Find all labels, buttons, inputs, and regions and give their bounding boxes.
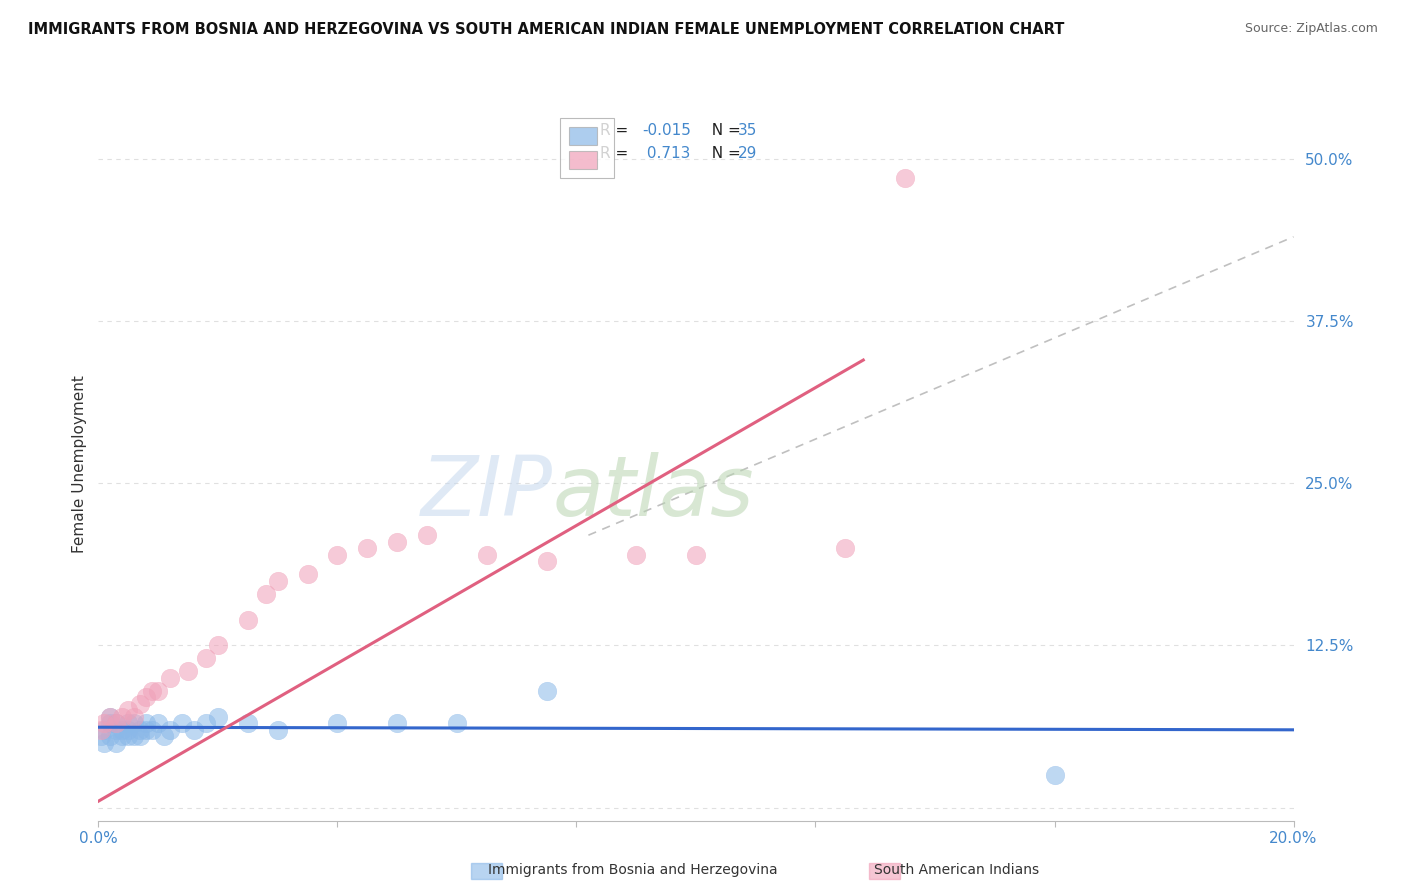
Text: R =: R = bbox=[600, 146, 634, 161]
Point bbox=[135, 723, 157, 737]
Point bbox=[124, 716, 146, 731]
Text: Immigrants from Bosnia and Herzegovina: Immigrants from Bosnia and Herzegovina bbox=[488, 863, 778, 877]
Text: 29: 29 bbox=[738, 146, 758, 161]
Point bbox=[183, 723, 205, 737]
Point bbox=[90, 729, 112, 743]
Point bbox=[93, 723, 115, 737]
Point bbox=[90, 723, 112, 737]
Point bbox=[111, 729, 134, 743]
Point bbox=[416, 528, 439, 542]
Text: N =: N = bbox=[702, 123, 745, 137]
Point bbox=[141, 684, 163, 698]
Point bbox=[141, 723, 163, 737]
Point bbox=[135, 716, 157, 731]
Point bbox=[124, 710, 146, 724]
Text: -0.015: -0.015 bbox=[643, 123, 692, 137]
Text: 0.713: 0.713 bbox=[643, 146, 690, 161]
Text: R =: R = bbox=[600, 123, 634, 137]
Text: ZIP: ZIP bbox=[420, 452, 553, 533]
Point bbox=[148, 684, 170, 698]
Point bbox=[98, 729, 122, 743]
Text: 35: 35 bbox=[738, 123, 758, 137]
Point bbox=[98, 710, 122, 724]
Point bbox=[624, 548, 647, 562]
Text: Source: ZipAtlas.com: Source: ZipAtlas.com bbox=[1244, 22, 1378, 36]
Text: IMMIGRANTS FROM BOSNIA AND HERZEGOVINA VS SOUTH AMERICAN INDIAN FEMALE UNEMPLOYM: IMMIGRANTS FROM BOSNIA AND HERZEGOVINA V… bbox=[28, 22, 1064, 37]
Point bbox=[105, 716, 128, 731]
Point bbox=[129, 723, 152, 737]
Point bbox=[159, 671, 181, 685]
Y-axis label: Female Unemployment: Female Unemployment bbox=[72, 375, 87, 553]
Point bbox=[1043, 768, 1066, 782]
Point bbox=[111, 710, 134, 724]
Point bbox=[834, 541, 856, 556]
Point bbox=[135, 690, 157, 705]
Point bbox=[326, 716, 349, 731]
Point bbox=[536, 554, 558, 568]
Point bbox=[117, 723, 139, 737]
Point bbox=[267, 723, 290, 737]
Point bbox=[124, 729, 146, 743]
Point bbox=[385, 716, 409, 731]
Text: atlas: atlas bbox=[553, 452, 754, 533]
Point bbox=[685, 548, 707, 562]
Point bbox=[105, 736, 128, 750]
Point bbox=[356, 541, 378, 556]
Point bbox=[117, 729, 139, 743]
Point bbox=[117, 716, 139, 731]
Point bbox=[93, 736, 115, 750]
Point bbox=[385, 534, 409, 549]
Point bbox=[254, 586, 277, 600]
Point bbox=[297, 567, 319, 582]
Text: N =: N = bbox=[702, 146, 745, 161]
Point bbox=[894, 171, 917, 186]
Point bbox=[93, 716, 115, 731]
Point bbox=[111, 723, 134, 737]
Point bbox=[236, 716, 259, 731]
Point bbox=[105, 723, 128, 737]
Point bbox=[105, 716, 128, 731]
Point bbox=[117, 703, 139, 717]
Point bbox=[207, 710, 229, 724]
Point bbox=[194, 716, 218, 731]
Point bbox=[153, 729, 176, 743]
Legend: , : , bbox=[560, 119, 613, 178]
Point bbox=[148, 716, 170, 731]
Point bbox=[326, 548, 349, 562]
Point bbox=[207, 639, 229, 653]
Point bbox=[446, 716, 468, 731]
Point bbox=[475, 548, 498, 562]
Point bbox=[129, 697, 152, 711]
Point bbox=[194, 651, 218, 665]
Point bbox=[98, 710, 122, 724]
Point bbox=[177, 665, 200, 679]
Point bbox=[172, 716, 194, 731]
Point bbox=[236, 613, 259, 627]
Point bbox=[536, 684, 558, 698]
Point bbox=[267, 574, 290, 588]
Point bbox=[129, 729, 152, 743]
Point bbox=[98, 716, 122, 731]
Point bbox=[159, 723, 181, 737]
Text: South American Indians: South American Indians bbox=[873, 863, 1039, 877]
